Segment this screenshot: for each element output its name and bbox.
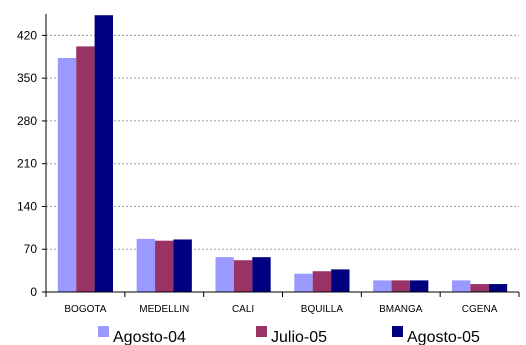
legend-label: Agosto-05 [407,329,480,345]
bar-bogota-julio-05 [76,46,95,292]
y-tick-label: 140 [17,199,37,213]
legend-swatch [98,326,109,337]
bar-cali-agosto-05 [252,257,271,292]
bar-bogota-agosto-05 [94,15,114,292]
bar-cgena-agosto-04 [451,280,471,292]
bar-cgena-julio-05 [470,284,489,292]
legend-label: Agosto-04 [113,329,186,345]
bar-medellin-agosto-05 [173,239,192,292]
bar-cali-agosto-04 [215,257,234,292]
y-tick-label: 350 [17,71,37,85]
y-tick-label: 0 [30,285,37,299]
bar-bquilla-agosto-05 [331,269,350,292]
category-label: BMANGA [379,304,423,315]
bar-medellin-agosto-04 [136,238,156,292]
legend: Agosto-04 Julio-05 Agosto-05 [98,326,480,345]
y-tick-label: 420 [17,28,37,42]
gridlines [46,34,519,250]
legend-label: Julio-05 [271,329,327,345]
category-label: BOGOTA [64,304,106,315]
category-label: MEDELLIN [139,304,189,315]
axes [42,14,520,297]
category-labels: BOGOTA MEDELLIN CALI BQUILLA BMANGA CGENA [64,304,497,315]
legend-swatch [256,326,267,337]
category-label: CALI [232,304,254,315]
legend-item-agosto-05: Agosto-05 [392,326,480,345]
bar-bmanga-agosto-05 [409,280,429,292]
bar-bquilla-julio-05 [312,271,332,292]
bar-medellin-julio-05 [155,240,174,292]
y-tick-label: 70 [24,242,38,256]
category-label: BQUILLA [301,304,344,315]
y-tick-labels: 0 70 140 210 280 350 420 [17,28,37,299]
y-tick-label: 210 [17,157,37,171]
bar-bquilla-agosto-04 [294,273,313,292]
legend-item-agosto-04: Agosto-04 [98,326,186,345]
bar-bogota-agosto-04 [57,57,77,292]
y-tick-label: 280 [17,114,37,128]
legend-swatch [392,326,403,337]
bar-bmanga-agosto-04 [373,280,392,292]
legend-item-julio-05: Julio-05 [256,326,327,345]
category-label: CGENA [462,304,498,315]
bars [57,15,508,292]
bar-cali-julio-05 [233,260,253,292]
bar-bmanga-julio-05 [391,280,410,292]
bar-cgena-agosto-05 [488,284,508,292]
